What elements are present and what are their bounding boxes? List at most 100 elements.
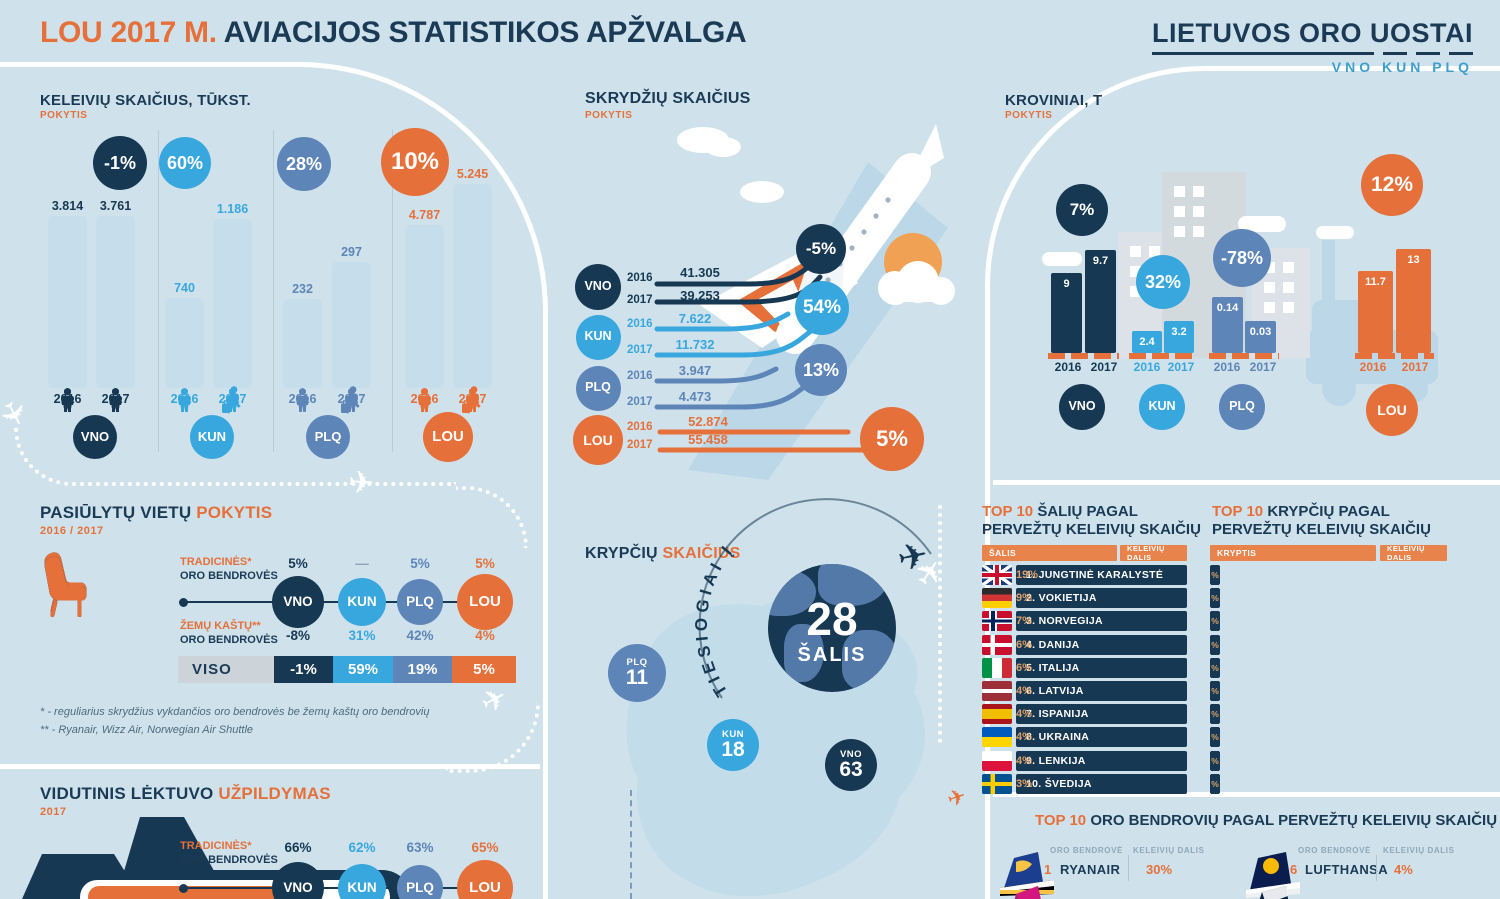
page-title-rest: AVIACIJOS STATISTIKOS APŽVALGA — [216, 16, 747, 49]
flights-change-badge-KUN: 54% — [795, 281, 849, 335]
passenger-value: 3.761 — [99, 199, 132, 213]
passenger-value: 740 — [174, 281, 195, 295]
occupancy-value: 66% — [284, 840, 312, 855]
flights-diagram — [654, 124, 955, 480]
airline-divider — [1128, 855, 1129, 881]
passenger-value: 3.814 — [51, 199, 84, 213]
seats-lowcost-value: 4% — [475, 628, 495, 643]
route-share-cell: % — [1210, 773, 1220, 794]
bar-group-divider — [158, 130, 159, 452]
cargo-change-badge-KUN: 32% — [1136, 255, 1190, 309]
seats-title: PASIŪLYTŲ VIETŲ POKYTIS — [40, 503, 272, 523]
countries-table-title-line2: PERVEŽTŲ KELEIVIŲ SKAIČIŲ — [982, 521, 1201, 538]
flights-airport-badge-VNO: VNO — [575, 264, 621, 310]
flag-it-icon — [982, 657, 1012, 678]
occupancy-subtitle: 2017 — [40, 806, 67, 818]
cargo-pallet — [1129, 353, 1197, 359]
year-label: 2016 — [410, 392, 439, 406]
flights-change-badge-PLQ: 13% — [795, 344, 847, 396]
year-label: 2017 — [458, 392, 487, 406]
seats-traditional-airport-badge-KUN: KUN — [338, 578, 386, 626]
bar-group-divider — [392, 130, 393, 452]
airline-share: 4% — [1394, 862, 1413, 877]
globe-arc: TIESIOGIAI Į — [692, 498, 932, 700]
route-share-cell: % — [1210, 681, 1220, 701]
route-count-badge-VNO: VNO 63 — [825, 739, 877, 791]
seats-lowcost-value: 42% — [406, 628, 434, 643]
occupancy-airport-badge-KUN: KUN — [338, 864, 386, 899]
occupancy-label1: TRADICINĖS* — [180, 840, 252, 852]
airlines-col-bendrove: ORO BENDROVĖ — [1298, 846, 1371, 855]
flight-value: 52.874 — [688, 414, 728, 429]
occupancy-title-accent: UŽPILDYMAS — [218, 784, 331, 803]
directions-title: KRYPČIŲ SKAIČIUS — [585, 545, 741, 563]
passenger-bar-PLQ-2017 — [332, 262, 371, 388]
flights-airport-badge-KUN: KUN — [575, 314, 621, 360]
year-label: 2017 — [218, 392, 247, 406]
seats-traditional-airport-badge-PLQ: PLQ — [397, 579, 443, 625]
cargo-year-label: 2017 — [1167, 360, 1195, 374]
cargo-stack-PLQ: 0.14 — [1212, 297, 1243, 353]
globe-number: 28 — [806, 593, 858, 645]
cargo-change-badge-PLQ: -78% — [1213, 229, 1271, 287]
occupancy-title: VIDUTINIS LĖKTUVO UŽPILDYMAS — [40, 784, 331, 804]
country-share: 4% — [1016, 754, 1032, 767]
airline-divider — [1376, 855, 1377, 881]
routes-col-kryptis: KRYPTIS — [1210, 545, 1376, 561]
country-share: 9% — [1016, 592, 1032, 605]
countries-table-title: TOP 10 ŠALIŲ PAGAL — [982, 503, 1138, 520]
page-title: LOU 2017 M. AVIACIJOS STATISTIKOS APŽVAL… — [40, 16, 747, 50]
route-share-cell: % — [1210, 657, 1220, 678]
flight-value: 3.947 — [678, 363, 712, 378]
flag-dk-icon — [982, 634, 1012, 655]
passenger-value: 5.245 — [456, 167, 489, 181]
forklift-wheel — [1322, 372, 1356, 406]
airline-tail-partial — [1248, 884, 1298, 899]
cloud — [1238, 216, 1286, 232]
passenger-bar-VNO-2016 — [48, 216, 87, 388]
flag-lv-icon — [982, 681, 1012, 701]
seats-title-accent: POKYTIS — [196, 503, 273, 522]
country-share: 3% — [1016, 777, 1032, 790]
cargo-stack-KUN: 3.2 — [1164, 321, 1194, 353]
country-share: 6% — [1016, 638, 1032, 651]
airline-name: RYANAIR — [1060, 862, 1121, 877]
flight-year-label: 2017 — [627, 439, 653, 451]
route-count-badge-KUN: KUN 18 — [707, 719, 759, 771]
country-name: 5. ITALIJA — [1026, 661, 1080, 674]
country-row: 1. JUNGTINĖ KARALYSTĖ 19% — [1016, 565, 1187, 585]
cargo-airport-badge-PLQ: PLQ — [1219, 384, 1265, 430]
country-name: 9. LENKIJA — [1026, 754, 1086, 767]
country-share: 7% — [1016, 615, 1032, 628]
flight-line-KUN — [654, 311, 791, 332]
passengers-subtitle: POKYTIS — [40, 110, 88, 121]
route-share-cell: % — [1210, 704, 1220, 725]
airlines-col-dalis: KELEIVIŲ DALIS — [1133, 846, 1205, 855]
flights-airport-badge-LOU: LOU — [573, 415, 623, 465]
seats-lowcost-value: -8% — [285, 628, 310, 643]
flag-se-icon — [982, 773, 1012, 794]
wizzair-tail-partial — [1004, 884, 1054, 899]
airline-share: 30% — [1146, 862, 1173, 877]
flight-year-label: 2017 — [627, 344, 653, 356]
airlines-table-title: TOP 10 ORO BENDROVIŲ PAGAL PERVEŽTŲ KELE… — [1035, 812, 1498, 829]
cargo-change-badge-VNO: 7% — [1056, 184, 1108, 236]
directions-title-main: KRYPČIŲ — [585, 545, 663, 562]
country-share: 4% — [1016, 685, 1032, 697]
country-name: 1. JUNGTINĖ KARALYSTĖ — [1026, 569, 1164, 581]
seats-traditional-airport-badge-VNO: VNO — [272, 576, 324, 628]
cargo-year-label: 2017 — [1090, 360, 1118, 374]
passenger-bar-KUN-2017 — [213, 219, 252, 388]
country-name: 3. NORVEGIJA — [1026, 615, 1103, 628]
year-label: 2016 — [53, 392, 82, 406]
directions-title-accent: SKAIČIUS — [662, 545, 741, 562]
flight-year-label: 2016 — [627, 272, 653, 284]
flights-change-badge-LOU: 5% — [860, 407, 924, 471]
occupancy-line-dot — [179, 884, 188, 893]
airlines-col-bendrove: ORO BENDROVĖ — [1050, 846, 1123, 855]
cargo-year-label: 2017 — [1249, 360, 1277, 374]
year-label: 2016 — [170, 392, 199, 406]
cargo-subtitle: POKYTIS — [1005, 110, 1053, 121]
airport-badge-KUN: KUN — [190, 415, 234, 459]
